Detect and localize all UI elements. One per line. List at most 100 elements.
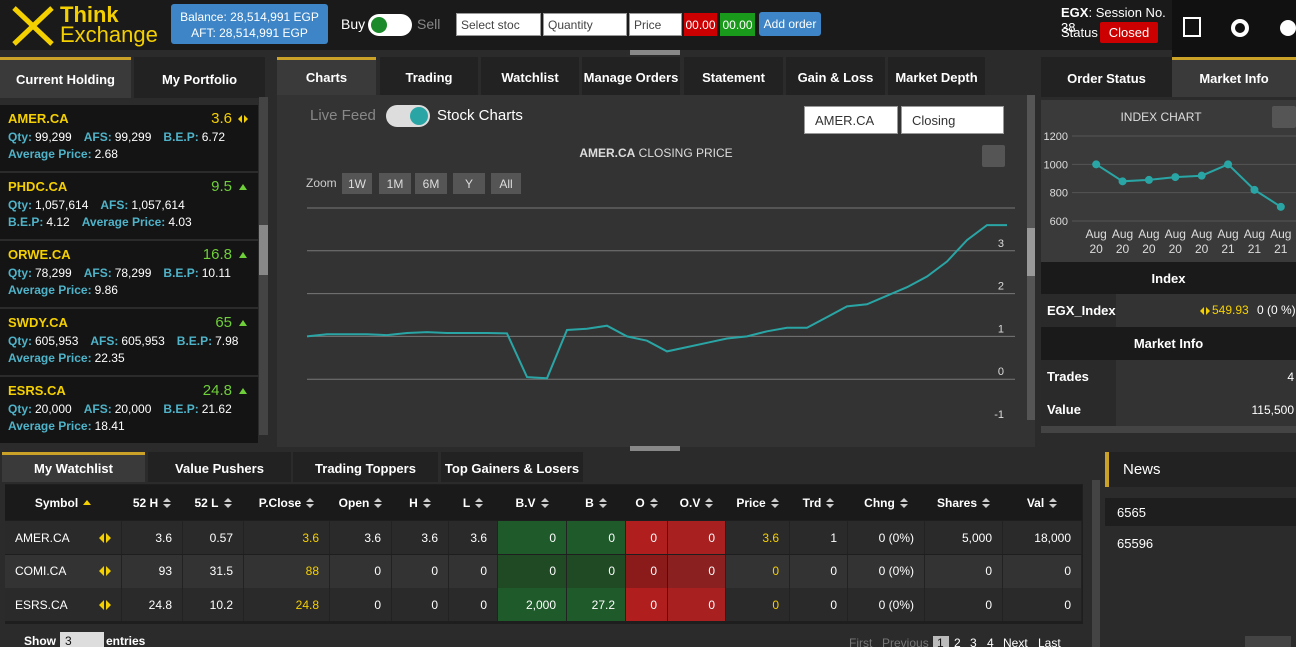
right-tab[interactable]: Order Status xyxy=(1041,57,1172,97)
buy-label: Buy xyxy=(341,16,366,32)
left-tab[interactable]: My Portfolio xyxy=(134,57,265,98)
chart-title-symbol: AMER.CA xyxy=(579,146,636,160)
table-cell[interactable]: ESRS.CA xyxy=(5,588,122,621)
column-header[interactable]: Val xyxy=(1003,485,1082,520)
field-label: AFS: xyxy=(90,334,119,348)
news-item[interactable]: 65596 xyxy=(1117,535,1154,551)
table-cell: 0 xyxy=(790,588,848,621)
add-order-button[interactable]: Add order xyxy=(759,12,821,36)
index-header: Index xyxy=(1041,262,1296,294)
center-tab[interactable]: Charts xyxy=(277,57,376,95)
zoom-button[interactable]: All xyxy=(491,173,521,194)
column-header[interactable]: L xyxy=(449,485,498,520)
y-tick-label: 3 xyxy=(998,238,1004,250)
flat-arrow xyxy=(99,566,111,576)
page-link[interactable]: Next xyxy=(1003,636,1028,647)
page-link[interactable]: 1 xyxy=(933,636,949,647)
quantity-input[interactable]: Quantity xyxy=(543,13,627,36)
zoom-button[interactable]: 1W xyxy=(342,173,372,194)
column-title: Val xyxy=(1026,495,1045,510)
table-cell[interactable]: AMER.CA xyxy=(5,521,122,554)
center-tab[interactable]: Manage Orders xyxy=(582,57,680,95)
page-link[interactable]: 2 xyxy=(954,636,961,647)
page-size-select[interactable]: 3 xyxy=(60,632,104,647)
column-header[interactable]: Shares xyxy=(925,485,1003,520)
zoom-label: Zoom xyxy=(306,176,337,190)
table-cell: 0 xyxy=(498,521,567,554)
page-link[interactable]: 4 xyxy=(987,636,994,647)
center-tab[interactable]: Watchlist xyxy=(481,57,579,95)
table-cell: 1 xyxy=(790,521,848,554)
info-value-cell: 115,500 xyxy=(1116,393,1296,426)
zoom-button[interactable]: 6M xyxy=(415,173,447,194)
sell-price[interactable]: 00.00 xyxy=(684,13,717,36)
zoom-button[interactable]: 1M xyxy=(379,173,411,194)
watchlist-tab[interactable]: Top Gainers & Losers xyxy=(441,452,583,482)
column-header[interactable]: P.Close xyxy=(244,485,330,520)
page-link[interactable]: First xyxy=(849,636,873,647)
index-chart-menu[interactable] xyxy=(1272,106,1296,128)
chart-toggle[interactable] xyxy=(386,105,430,127)
column-header[interactable]: B xyxy=(567,485,626,520)
contrast-icon xyxy=(1280,20,1296,36)
price-input[interactable]: Price xyxy=(629,13,682,36)
field-label: B.E.P: xyxy=(163,266,199,280)
column-header[interactable]: H xyxy=(392,485,449,520)
table-cell[interactable]: COMI.CA xyxy=(5,554,122,588)
cell-text: 0 xyxy=(650,530,657,545)
page-link[interactable]: Last xyxy=(1038,636,1061,647)
y-tick-label: 1000 xyxy=(1044,159,1068,171)
column-header[interactable]: O.V xyxy=(668,485,726,520)
table-cell: 0 xyxy=(626,521,668,554)
buy-price[interactable]: 00.00 xyxy=(720,13,755,36)
column-header[interactable]: B.V xyxy=(498,485,567,520)
page-link[interactable]: 3 xyxy=(970,636,977,647)
watchlist-tab[interactable]: Value Pushers xyxy=(148,452,291,482)
mid-divider-handle xyxy=(630,446,680,451)
field-label: Qty: xyxy=(8,334,32,348)
column-header[interactable]: Chng xyxy=(848,485,925,520)
center-tab[interactable]: Gain & Loss xyxy=(786,57,885,95)
field-value: 605,953 xyxy=(35,334,79,348)
stock-select[interactable]: Select stoc xyxy=(456,13,541,36)
holding-item[interactable]: ESRS.CA 24.8 Qty: 20,000 AFS: 20,000 B.E.P: 21.… xyxy=(0,377,258,443)
holding-item[interactable]: PHDC.CA 9.5 Qty: 1,057,614 AFS: 1,057,614 B.E.… xyxy=(0,173,258,239)
watchlist-tab[interactable]: Trading Toppers xyxy=(293,452,438,482)
field-label: AFS: xyxy=(83,130,112,144)
y-tick-label: 600 xyxy=(1050,216,1068,228)
watchlist-tab[interactable]: My Watchlist xyxy=(2,452,145,482)
toggle-knob xyxy=(371,17,387,33)
column-header[interactable]: Symbol xyxy=(5,485,122,520)
field-value: 99,299 xyxy=(35,130,72,144)
holding-item[interactable]: SWDY.CA 65 Qty: 605,953 AFS: 605,953 B.E.P: 7.9… xyxy=(0,309,258,375)
table-cell: 0 xyxy=(726,588,790,621)
buy-sell-toggle[interactable] xyxy=(368,14,412,36)
center-tab[interactable]: Statement xyxy=(684,57,783,95)
zoom-button[interactable]: Y xyxy=(453,173,485,194)
right-tab[interactable]: Market Info xyxy=(1172,57,1296,97)
field-value: 4.12 xyxy=(46,215,70,229)
flat-arrow xyxy=(99,532,111,543)
column-header[interactable]: 52 L xyxy=(183,485,244,520)
field-label: Qty: xyxy=(8,198,32,212)
sort-both xyxy=(475,497,484,508)
page-link[interactable]: Previous xyxy=(882,636,929,647)
cell-text: 18,000 xyxy=(1034,530,1071,545)
symbol-select[interactable]: AMER.CA xyxy=(804,106,898,134)
column-header[interactable]: Trd xyxy=(790,485,848,520)
holding-item[interactable]: ORWE.CA 16.8 Qty: 78,299 AFS: 78,299 B.E.P: 10.… xyxy=(0,241,258,307)
news-item[interactable]: 6565 xyxy=(1105,498,1296,526)
column-header[interactable]: 52 H xyxy=(122,485,183,520)
column-header[interactable]: Price xyxy=(726,485,790,520)
center-tab[interactable]: Trading xyxy=(380,57,478,95)
left-tab[interactable]: Current Holding xyxy=(0,57,131,98)
chart-menu-button[interactable] xyxy=(982,145,1005,167)
flat-icon xyxy=(99,566,111,576)
column-header[interactable]: O xyxy=(626,485,668,520)
x-tick-label: Aug 21 xyxy=(1270,227,1292,256)
holding-item[interactable]: AMER.CA 3.6 Qty: 99,299 AFS: 99,299 B.E.P: 6.72… xyxy=(0,105,258,171)
price-type-select[interactable]: Closing xyxy=(901,106,1004,134)
center-tab[interactable]: Market Depth xyxy=(888,57,985,95)
column-header[interactable]: Open xyxy=(330,485,392,520)
index-point xyxy=(1276,202,1285,211)
